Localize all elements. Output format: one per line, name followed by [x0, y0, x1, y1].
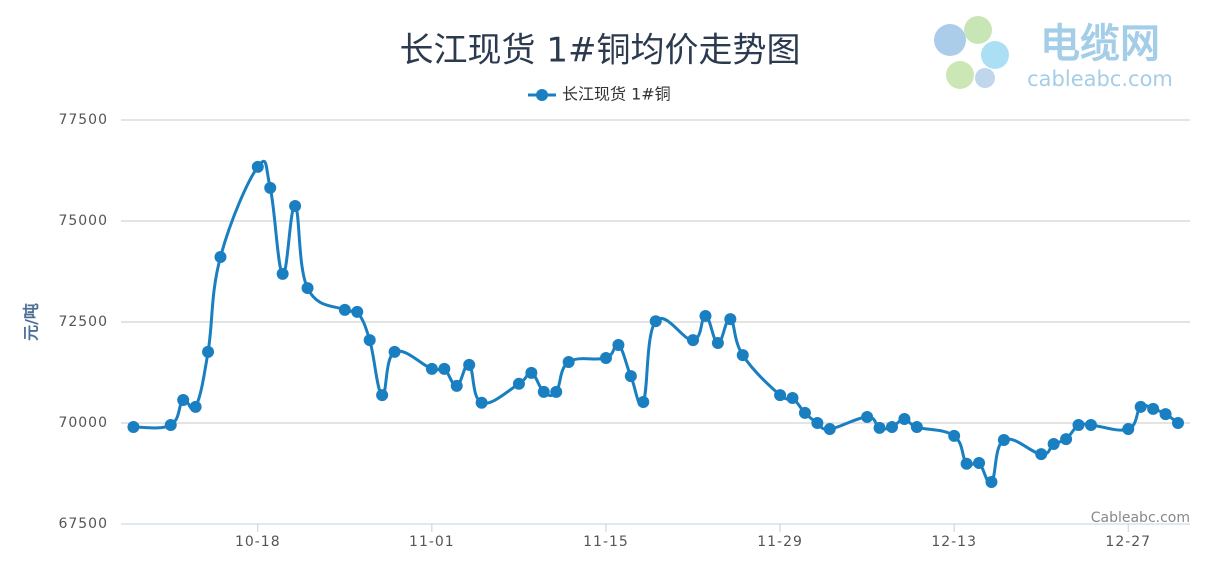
data-point: [774, 389, 787, 402]
data-point: [948, 429, 961, 442]
data-point: [811, 417, 824, 429]
data-point: [351, 305, 364, 318]
data-point: [127, 421, 140, 434]
y-axis-title: 元/吨: [22, 303, 41, 341]
data-point: [438, 362, 451, 375]
y-tick-label: 77500: [58, 112, 108, 128]
y-tick-label: 72500: [58, 314, 108, 330]
data-point: [1172, 417, 1184, 429]
data-point: [189, 400, 202, 413]
data-point: [1134, 400, 1147, 413]
data-point: [624, 370, 637, 383]
data-point: [450, 379, 463, 392]
data-point: [687, 334, 700, 347]
logo-petal: [946, 61, 974, 89]
data-point: [823, 423, 836, 436]
x-tick-label: 10-18: [235, 534, 281, 550]
data-point: [301, 282, 314, 295]
logo-petal: [964, 16, 992, 44]
data-point: [798, 406, 811, 419]
data-point: [550, 385, 563, 398]
data-point: [338, 303, 351, 316]
logo-petal: [934, 24, 966, 56]
data-point: [525, 366, 538, 379]
data-point: [463, 358, 476, 371]
data-point: [724, 313, 737, 326]
data-point: [898, 412, 911, 425]
data-point: [985, 475, 998, 488]
data-point: [214, 250, 227, 263]
data-point: [425, 362, 438, 375]
legend-marker: [536, 89, 548, 101]
data-point: [637, 395, 650, 408]
logo: 电缆网 cableabc.com: [934, 16, 1173, 91]
logo-petal: [981, 41, 1009, 69]
data-point: [910, 421, 923, 434]
y-tick-label: 75000: [58, 213, 108, 229]
logo-center: [964, 50, 976, 62]
data-point: [276, 267, 289, 280]
data-point: [512, 377, 525, 390]
data-point: [1122, 423, 1135, 436]
logo-petal: [975, 68, 995, 88]
data-point: [861, 410, 874, 423]
data-point: [885, 421, 898, 434]
data-point: [264, 181, 277, 194]
data-point: [475, 396, 488, 409]
x-tick-label: 12-27: [1105, 534, 1151, 550]
data-point: [388, 345, 401, 358]
x-tick-label: 11-29: [757, 534, 803, 550]
data-point: [1084, 419, 1097, 432]
data-point: [736, 349, 749, 362]
x-tick-label: 11-15: [583, 534, 629, 550]
credits[interactable]: Cableabc.com: [1091, 510, 1190, 526]
data-point: [562, 355, 575, 368]
data-point: [1159, 408, 1172, 421]
y-tick-label: 67500: [58, 516, 108, 532]
data-point: [711, 337, 724, 350]
logo-url: cableabc.com: [1027, 67, 1173, 91]
data-point: [376, 389, 389, 402]
legend-label[interactable]: 长江现货 1#铜: [562, 85, 671, 104]
logo-name: 电缆网: [1040, 21, 1160, 67]
data-point: [1072, 419, 1085, 432]
data-point: [649, 315, 662, 328]
data-point: [164, 419, 177, 432]
data-point: [997, 433, 1010, 446]
data-point: [599, 351, 612, 364]
y-tick-label: 70000: [58, 415, 108, 431]
data-point: [1147, 402, 1160, 415]
data-point: [177, 393, 190, 406]
data-point: [1047, 438, 1060, 451]
data-point: [1035, 448, 1048, 461]
data-point: [537, 385, 550, 398]
chart-title: 长江现货 1#铜均价走势图: [400, 31, 801, 71]
data-point: [960, 457, 973, 470]
data-point: [289, 200, 302, 213]
data-point: [873, 421, 886, 434]
data-point: [202, 345, 215, 358]
data-point: [363, 334, 376, 347]
data-point: [612, 339, 625, 352]
data-point: [973, 456, 986, 469]
x-tick-label: 12-13: [931, 534, 977, 550]
data-point: [1060, 433, 1073, 446]
data-point: [786, 391, 799, 404]
data-point: [251, 160, 264, 173]
data-point: [699, 309, 712, 322]
x-tick-label: 11-01: [409, 534, 455, 550]
